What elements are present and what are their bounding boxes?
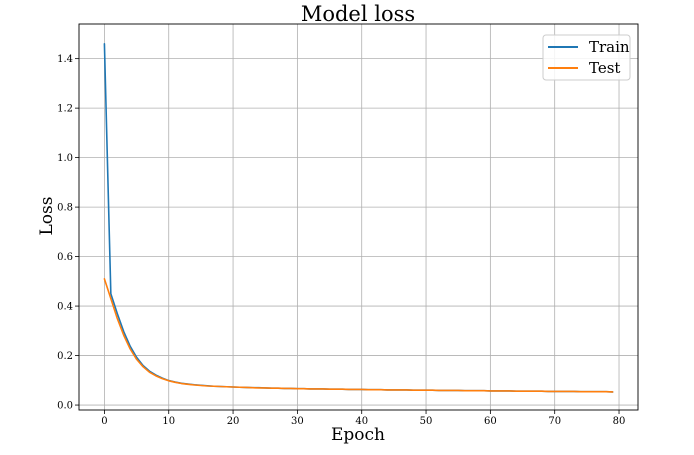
- grid-lines: [79, 24, 638, 410]
- plot-frame: [78, 23, 639, 411]
- y-tick-label: 0.4: [57, 302, 73, 313]
- x-tick-label: 80: [613, 416, 626, 427]
- legend-label-train: Train: [589, 38, 630, 56]
- series-lines: [103, 42, 614, 393]
- x-tick-label: 50: [420, 416, 433, 427]
- axis-ticks: 0 10 20 30 40 50 60 70 80 0.0 0.2 0.4 0.6 0.8 1.0 1.2 1.…: [57, 54, 625, 427]
- y-axis-label: Loss: [37, 197, 57, 236]
- x-tick-label: 30: [291, 416, 304, 427]
- y-tick-label: 0.0: [57, 401, 73, 412]
- y-tick-label: 0.2: [57, 351, 73, 362]
- x-tick-label: 40: [355, 416, 368, 427]
- legend-label-test: Test: [589, 59, 620, 77]
- legend: Train Test: [542, 34, 631, 81]
- series-line-test: [103, 278, 614, 393]
- x-axis-label: Epoch: [331, 425, 385, 445]
- y-tick-label: 0.6: [57, 252, 73, 263]
- y-tick-label: 1.4: [57, 54, 73, 65]
- x-tick-label: 60: [484, 416, 497, 427]
- y-tick-label: 1.0: [57, 153, 73, 164]
- x-tick-label: 20: [227, 416, 240, 427]
- y-tick-label: 1.2: [57, 104, 73, 115]
- y-tick-label: 0.8: [57, 203, 73, 214]
- x-tick-label: 70: [548, 416, 561, 427]
- x-tick-label: 0: [101, 416, 107, 427]
- x-tick-label: 10: [162, 416, 175, 427]
- chart-title: Model loss: [301, 2, 415, 26]
